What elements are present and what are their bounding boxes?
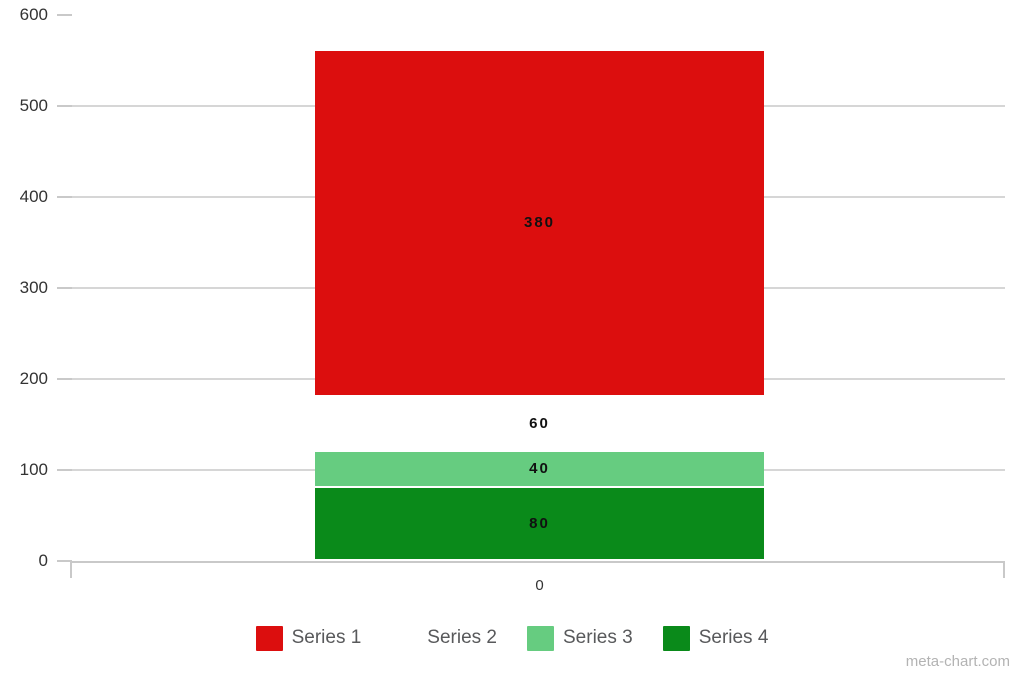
y-axis-tick-label: 100	[19, 460, 48, 479]
y-axis-tick-label: 300	[19, 278, 48, 297]
legend-label: Series 4	[698, 627, 769, 648]
y-axis-tick-mark	[57, 14, 72, 16]
bar-segment-series-2	[315, 397, 764, 450]
legend-swatch-icon	[255, 625, 283, 651]
x-axis-category-label: 0	[535, 577, 544, 594]
y-axis-tick-label: 200	[19, 369, 48, 388]
y-axis-tick-label: 400	[19, 187, 48, 206]
y-axis-tick-mark	[57, 105, 72, 107]
legend-item-series-1[interactable]: Series 1	[255, 625, 362, 651]
bar-segment-label: 60	[529, 414, 550, 432]
bar-segment-series-3	[315, 451, 764, 487]
legend-label: Series 1	[291, 627, 362, 648]
bar-segment-series-1	[315, 51, 764, 396]
y-axis-tick-mark	[57, 560, 72, 562]
chart-legend: Series 1 Series 2 Series 3 Series 4	[0, 622, 1024, 654]
legend-swatch-icon	[527, 625, 554, 651]
legend-swatch-icon	[391, 625, 419, 651]
y-axis-tick-label: 500	[19, 96, 48, 115]
x-axis-end-tick	[70, 561, 72, 578]
x-axis-line	[70, 561, 1005, 563]
legend-item-series-2[interactable]: Series 2	[391, 625, 497, 651]
y-axis-tick-label: 0	[38, 551, 48, 570]
watermark: meta-chart.com	[905, 653, 1010, 670]
legend-label: Series 3	[563, 627, 633, 648]
y-axis-tick-mark	[57, 287, 72, 289]
x-axis-end-tick	[1003, 561, 1005, 578]
legend-item-series-3[interactable]: Series 3	[527, 625, 633, 651]
bar-segment-series-4	[315, 488, 764, 559]
y-axis-tick-mark	[57, 378, 72, 380]
y-axis-tick-label: 600	[19, 5, 48, 24]
y-axis-tick-mark	[57, 469, 72, 471]
bar-segment-label: 80	[529, 514, 550, 532]
y-axis-tick-mark	[57, 196, 72, 198]
legend-swatch-icon	[662, 625, 690, 651]
bar-segment-label: 380	[523, 214, 556, 232]
legend-label: Series 2	[427, 627, 497, 648]
bar-segment-label: 40	[529, 460, 550, 477]
legend-item-series-4[interactable]: Series 4	[662, 625, 769, 651]
